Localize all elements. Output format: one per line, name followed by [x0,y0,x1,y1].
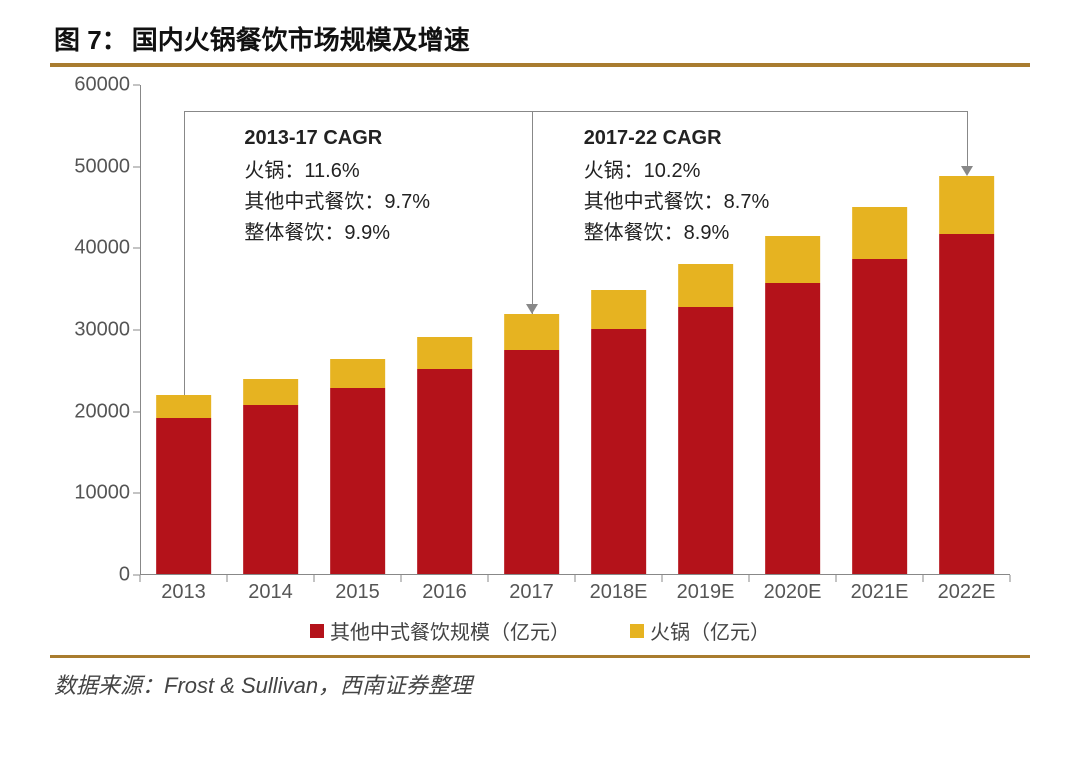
x-tick-label: 2018E [590,581,648,604]
legend-item: 其他中式餐饮规模（亿元） [310,616,570,645]
chart: 0 10000 20000 30000 40000 50000 60000 2013-17 … [50,75,1030,645]
annotation-head: 2017-22 CAGR [584,123,770,154]
x-tick-mark [140,575,141,582]
callout-line [967,111,968,168]
x-tick-mark [749,575,750,582]
bar-segment [330,388,386,575]
x-tick-label: 2019E [677,581,735,604]
y-tick-label: 60000 [74,74,130,97]
callout-arrow-icon [961,166,973,176]
y-tick-label: 30000 [74,319,130,342]
y-tick-mark [133,493,140,494]
x-tick-mark [575,575,576,582]
y-tick-label: 40000 [74,237,130,260]
legend-label: 火锅（亿元） [650,616,770,645]
legend: 其他中式餐饮规模（亿元） 火锅（亿元） [50,616,1030,645]
y-tick-mark [133,330,140,331]
bar-segment [852,207,908,259]
x-axis: 2013 2014 2015 2016 2017 2018E 2019E 2020E 2021E… [140,575,1010,609]
bar-segment [417,369,473,575]
bar-group [852,207,908,575]
top-rule [50,63,1030,67]
x-tick-label: 2017 [509,581,554,604]
bar-segment [243,379,299,405]
callout-line [532,111,967,112]
bar-segment [417,337,473,369]
annotation-line: 火锅：10.2% [584,156,770,187]
x-tick-mark [1010,575,1011,582]
x-tick-mark [923,575,924,582]
y-tick-label: 0 [119,564,130,587]
figure-label: 图 7： [54,20,128,57]
annotation-line: 火锅：11.6% [244,156,430,187]
y-tick-mark [133,248,140,249]
y-tick-mark [133,85,140,86]
figure-title: 国内火锅餐饮市场规模及增速 [132,20,470,57]
x-tick-mark [401,575,402,582]
bar-segment [504,314,560,350]
y-tick-mark [133,166,140,167]
x-tick-label: 2013 [161,581,206,604]
y-tick-label: 20000 [74,400,130,423]
bar-segment [765,283,821,575]
source-text: 数据来源：Frost & Sullivan，西南证券整理 [50,668,1030,700]
bar-segment [678,264,734,307]
bar-group [504,314,560,575]
bar-group [156,395,212,575]
bar-segment [156,418,212,575]
bar-segment [939,234,995,575]
y-tick-label: 50000 [74,155,130,178]
callout-line [532,111,533,314]
legend-item: 火锅（亿元） [630,616,770,645]
x-tick-label: 2015 [335,581,380,604]
bar-segment [852,259,908,575]
annotation-head: 2013-17 CAGR [244,123,430,154]
bottom-rule [50,655,1030,658]
bar-group [765,236,821,575]
bar-group [678,264,734,575]
bar-segment [330,359,386,388]
y-tick-mark [133,411,140,412]
annotation-box: 2017-22 CAGR火锅：10.2%其他中式餐饮：8.7%整体餐饮：8.9% [584,123,770,249]
annotation-line: 整体餐饮：8.9% [584,218,770,249]
bar-segment [678,307,734,575]
callout-line [184,111,185,395]
x-tick-label: 2014 [248,581,293,604]
legend-swatch [630,624,644,638]
bar-group [243,379,299,575]
x-tick-mark [227,575,228,582]
bar-segment [243,405,299,575]
bar-group [591,290,647,575]
x-tick-label: 2020E [764,581,822,604]
bar-segment [765,236,821,283]
annotation-line: 整体餐饮：9.9% [244,218,430,249]
plot-area: 2013-17 CAGR火锅：11.6%其他中式餐饮：9.7%整体餐饮：9.9%… [140,85,1010,575]
y-tick-label: 10000 [74,482,130,505]
bar-group [939,176,995,575]
annotation-box: 2013-17 CAGR火锅：11.6%其他中式餐饮：9.7%整体餐饮：9.9% [244,123,430,249]
x-tick-label: 2021E [851,581,909,604]
bar-segment [591,329,647,575]
x-tick-mark [836,575,837,582]
x-tick-label: 2022E [938,581,996,604]
bar-group [330,359,386,575]
bar-segment [591,290,647,329]
legend-label: 其他中式餐饮规模（亿元） [330,616,570,645]
y-axis: 0100002000030000400005000060000 [50,85,140,575]
annotation-line: 其他中式餐饮：9.7% [244,187,430,218]
figure-heading: 图 7： 国内火锅餐饮市场规模及增速 [50,20,1030,57]
x-tick-mark [662,575,663,582]
bar-segment [504,350,560,575]
x-tick-mark [314,575,315,582]
legend-swatch [310,624,324,638]
x-tick-label: 2016 [422,581,467,604]
callout-line [184,111,532,112]
bar-segment [939,176,995,234]
x-tick-mark [488,575,489,582]
annotation-line: 其他中式餐饮：8.7% [584,187,770,218]
bar-segment [156,395,212,418]
bar-group [417,337,473,575]
